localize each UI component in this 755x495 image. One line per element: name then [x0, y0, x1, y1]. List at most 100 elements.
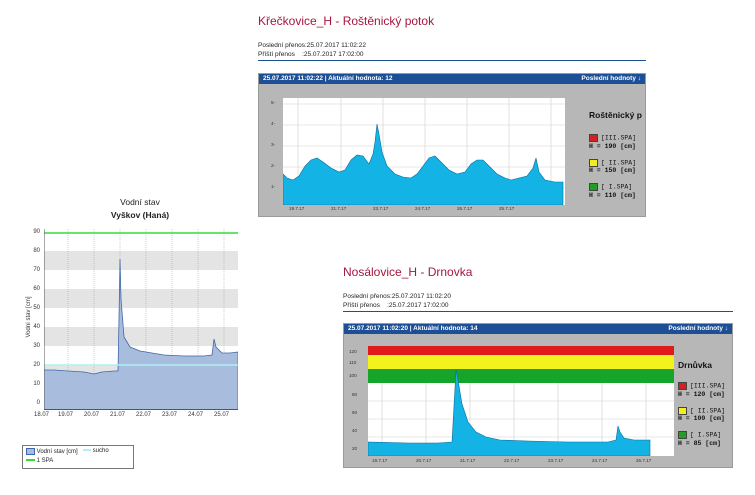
y-tick: 100	[349, 373, 357, 378]
threshold-row: [III.SPA]	[678, 382, 732, 391]
x-tick: 25.07	[214, 412, 230, 418]
x-tick: 18.07	[34, 412, 50, 418]
station2-header-bar: 25.07.2017 11:02:20 | Aktuální hodnota: …	[344, 324, 732, 334]
legend-spa-label: 1 SPA	[36, 458, 54, 464]
x-tick: 22.7.17	[504, 458, 520, 463]
spa-line-icon	[26, 459, 35, 462]
red-swatch-icon	[589, 134, 598, 142]
spa1-band	[368, 369, 674, 383]
yellow-swatch-icon	[589, 158, 598, 167]
threshold-value: H = 150 [cm]	[589, 167, 636, 175]
y-tick: 4-	[271, 121, 276, 126]
green-swatch-icon	[678, 431, 687, 440]
x-tick: 23.07	[162, 412, 178, 418]
station1-last-values-link[interactable]: Poslední hodnoty ↓	[581, 75, 641, 82]
y-tick: 1-	[271, 184, 276, 189]
threshold-value: H = 100 [cm]	[678, 415, 725, 423]
y-tick: 2-	[271, 163, 276, 168]
station1-x-axis: 19.7.17 21.7.17 23.7.17 24.7.17 26.7.17 …	[283, 206, 565, 214]
x-tick: 22.07	[136, 412, 152, 418]
y-tick: 30	[33, 343, 40, 349]
series-swatch-icon	[26, 448, 35, 455]
station1-header-bar: 25.07.2017 11:02:22 | Aktuální hodnota: …	[259, 74, 645, 84]
station2-y-axis: 120 110 100 80 60 40 20	[346, 346, 366, 458]
vyskov-x-ticks: 18.07 19.07 20.07 21.07 22.07 23.07 24.0…	[34, 412, 244, 420]
last-transfer-value: 25.07.2017 11:02:20	[391, 293, 451, 300]
threshold-value: H = 110 [cm]	[589, 192, 636, 200]
station1-chart-svg	[282, 98, 565, 206]
last-transfer-value: 25.07.2017 11:02:22	[306, 42, 366, 49]
station2-transfer-info: Poslední přenos:25.07.2017 11:02:20 Příš…	[343, 292, 451, 310]
station2-legend: Drnůvka [III.SPA] H = 120 [cm] [ II.SPA]…	[678, 360, 732, 448]
x-tick: 24.7.17	[415, 206, 431, 211]
station2-panel: 25.07.2017 11:02:20 | Aktuální hodnota: …	[343, 323, 733, 468]
x-tick: 21.07	[110, 412, 126, 418]
station2-divider	[343, 311, 733, 312]
y-tick: 3-	[271, 142, 276, 147]
legend-series-row: Vodní stav [cm]	[26, 448, 78, 455]
station1-divider	[258, 60, 646, 61]
vyskov-subtitle: Vyškov (Haná)	[110, 210, 170, 220]
y-tick: 90	[33, 229, 40, 235]
next-transfer-value: :25.07.2017 17:02:00	[387, 302, 449, 309]
threshold-value: H = 120 [cm]	[678, 390, 725, 398]
next-transfer-label: Příští přenos	[343, 302, 380, 309]
station2-chart	[367, 346, 674, 457]
y-tick: 60	[33, 286, 40, 292]
x-tick: 26.7.17	[457, 206, 473, 211]
threshold-value: H = 85 [cm]	[678, 440, 721, 448]
x-tick: 21.7.17	[460, 458, 476, 463]
station2-water-area	[367, 369, 651, 457]
vyskov-legend: Vodní stav [cm] sucho 1 SPA	[22, 445, 134, 469]
x-tick: 20.07	[84, 412, 100, 418]
x-tick: 24.07	[188, 412, 204, 418]
y-tick: 110	[349, 360, 357, 365]
next-transfer-label: Příští přenos	[258, 51, 295, 58]
station1-water-area	[282, 123, 564, 206]
x-tick: 19.7.17	[372, 458, 388, 463]
x-tick: 23.7.17	[373, 206, 389, 211]
x-tick: 19.07	[58, 412, 74, 418]
station1-chart	[282, 98, 565, 206]
y-tick: 5-	[271, 100, 276, 105]
y-tick: 20	[352, 446, 358, 451]
x-tick: 23.7.17	[548, 458, 564, 463]
station1-legend: Roštěnický p [III.SPA] H = 190 [cm] [ II…	[589, 110, 645, 200]
y-tick: 60	[352, 410, 358, 415]
x-tick: 24.7.17	[592, 458, 608, 463]
spa3-band	[368, 346, 674, 355]
y-tick: 0	[36, 400, 40, 406]
y-tick: 80	[33, 248, 40, 254]
x-tick: 21.7.17	[331, 206, 347, 211]
threshold-row: [III.SPA]	[589, 134, 645, 143]
station1-y-axis: 5- 4- 3- 2- 1-	[267, 98, 281, 208]
threshold-row: [ II.SPA]	[678, 406, 732, 416]
y-tick: 40	[352, 428, 358, 433]
vyskov-y-ticks: 90 80 70 60 50 40 30 20 10 0	[24, 229, 42, 419]
station2-x-axis: 19.7.17 20.7.17 21.7.17 22.7.17 23.7.17 …	[368, 458, 674, 466]
y-tick: 10	[33, 381, 40, 387]
dry-line-icon	[83, 449, 91, 452]
legend-dry-row: sucho	[83, 448, 109, 454]
spa2-band	[368, 355, 674, 369]
station2-river-name: Drnůvka	[678, 360, 713, 370]
x-tick: 19.7.17	[289, 206, 305, 211]
station1-current-value: 25.07.2017 11:02:22 | Aktuální hodnota: …	[263, 75, 393, 82]
station2-current-value: 25.07.2017 11:02:20 | Aktuální hodnota: …	[348, 325, 478, 332]
station1-panel: 25.07.2017 11:02:22 | Aktuální hodnota: …	[258, 73, 646, 217]
last-transfer-label: Poslední přenos:	[258, 42, 307, 49]
x-tick: 20.7.17	[416, 458, 432, 463]
y-tick: 70	[33, 267, 40, 273]
threshold-row: [ II.SPA]	[589, 158, 645, 168]
legend-spa-row: 1 SPA	[26, 458, 53, 464]
station1-title: Křečkovice_H - Roštěnický potok	[258, 14, 435, 28]
next-transfer-value: :25.07.2017 17:02:00	[302, 51, 364, 58]
green-swatch-icon	[589, 183, 598, 192]
red-swatch-icon	[678, 382, 687, 390]
x-tick: 25.7.17	[636, 458, 652, 463]
threshold-value: H = 190 [cm]	[589, 142, 636, 150]
y-tick: 80	[352, 392, 358, 397]
station2-last-values-link[interactable]: Poslední hodnoty ↓	[668, 325, 728, 332]
station1-transfer-info: Poslední přenos:25.07.2017 11:02:22 Příš…	[258, 41, 366, 59]
legend-dry-label: sucho	[92, 448, 109, 454]
